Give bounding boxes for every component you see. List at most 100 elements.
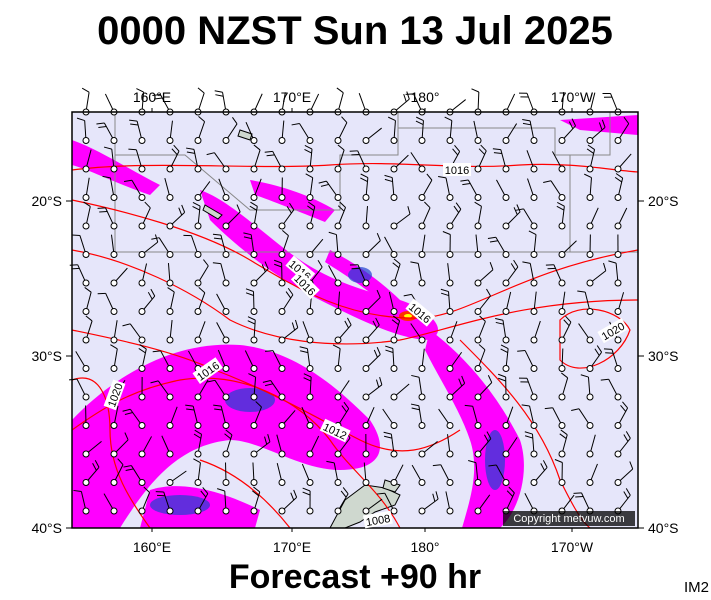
barb-flag [464, 404, 473, 407]
barb-flag [214, 408, 223, 411]
barb-flag [344, 320, 349, 329]
barb-flag [495, 321, 504, 325]
station [334, 165, 342, 173]
station [614, 222, 622, 230]
station [138, 165, 146, 173]
barb-flag [317, 260, 323, 268]
station [362, 308, 370, 315]
station [474, 137, 482, 144]
isobar-label-box [362, 510, 393, 529]
barb-flag [193, 433, 202, 439]
barb-flag [411, 374, 420, 378]
station [82, 507, 90, 515]
station [446, 336, 454, 344]
station [530, 479, 538, 486]
barb-flag [130, 123, 139, 126]
barb-flag [124, 412, 133, 415]
barb-flag [304, 149, 312, 154]
barb-flag [304, 145, 313, 150]
station [390, 194, 398, 201]
barb-flag [623, 491, 629, 499]
top-axis-label: 170°E [273, 89, 311, 105]
station [586, 222, 594, 230]
barb-flag [360, 177, 368, 183]
barb-flag [625, 488, 631, 496]
barb-flag [76, 117, 85, 122]
station [446, 507, 454, 515]
station [138, 450, 146, 458]
barb-flag [462, 183, 471, 186]
barb-flag [262, 380, 271, 383]
station [222, 222, 230, 230]
barb-flag [629, 461, 634, 470]
isobar-label-box [597, 317, 629, 344]
barb-flag [138, 348, 146, 354]
barb-flag [290, 492, 295, 501]
station [418, 450, 426, 458]
isobar-label: 1016 [445, 165, 469, 177]
barb-flag [432, 493, 436, 502]
barb-flag [320, 183, 329, 187]
station [614, 194, 622, 201]
station [418, 279, 426, 287]
barb-flag [605, 352, 614, 354]
station [222, 507, 230, 515]
barb-flag [192, 205, 200, 211]
station [334, 222, 342, 230]
station [558, 308, 566, 315]
barb-flag [291, 122, 300, 126]
barb-flag [247, 316, 256, 321]
station [558, 336, 566, 344]
barb-flag [528, 230, 537, 236]
barb-flag [440, 288, 449, 293]
station [250, 194, 258, 201]
barb-flag [167, 287, 175, 293]
barb-flag [384, 178, 393, 183]
station [474, 336, 482, 344]
station [194, 165, 202, 173]
station [446, 393, 454, 401]
barb-flag [580, 374, 589, 378]
station [278, 165, 286, 173]
barb-flag [123, 179, 133, 182]
station [614, 365, 622, 372]
station [362, 165, 370, 173]
station [586, 279, 594, 287]
barb-flag [373, 349, 378, 358]
barb-flag [517, 350, 526, 352]
station [614, 279, 622, 287]
station [530, 137, 538, 144]
station [390, 422, 398, 429]
barb-flag [341, 116, 348, 123]
ticks [66, 108, 644, 532]
barb-flag [250, 201, 258, 207]
barb-flag [225, 429, 233, 436]
barb-flag [193, 458, 201, 464]
barb-flag [442, 231, 451, 235]
barb-flag [623, 116, 630, 124]
station [222, 479, 230, 486]
station [194, 308, 202, 315]
barb-flag [559, 433, 567, 439]
station [82, 137, 90, 144]
barb-flag [415, 120, 424, 125]
barb-flag [83, 201, 91, 207]
barb-flag [171, 148, 178, 156]
barb-flag [577, 290, 586, 293]
barb-flag [215, 94, 224, 97]
barb-flag [289, 202, 295, 211]
forecast-label: Forecast +90 hr [229, 558, 481, 596]
barb-flag [479, 315, 486, 322]
station [502, 365, 510, 372]
station [82, 279, 90, 287]
station [558, 393, 566, 401]
barb-flag [212, 233, 221, 236]
barb-flag [379, 377, 383, 385]
barb-flag [584, 173, 592, 179]
barb-flag [200, 490, 207, 498]
station [558, 479, 566, 486]
station [138, 336, 146, 344]
barb-flag [384, 174, 393, 179]
barb-flag [489, 240, 498, 243]
barb-flag [432, 464, 441, 467]
